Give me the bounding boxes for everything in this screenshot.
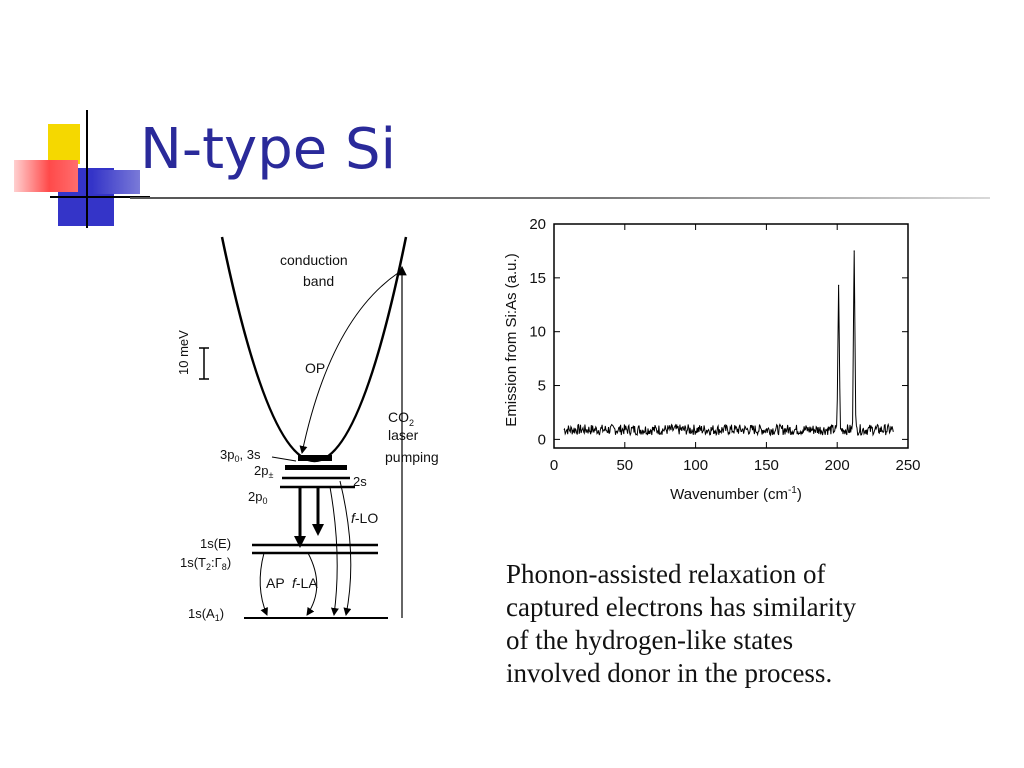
conduction-band-curve [220, 236, 408, 463]
caption: Phonon-assisted relaxation of captured e… [506, 558, 976, 690]
op-label: OP [305, 360, 325, 376]
level-2ppm-label: 2p± [254, 463, 273, 480]
caption-line: of the hydrogen-like states [506, 624, 794, 655]
red-bar [14, 160, 78, 192]
caption-line: involved donor in the process. [506, 657, 833, 688]
level-2ppm [285, 465, 347, 470]
flo-label: f-LO [351, 510, 378, 526]
flo-arrow-1 [329, 486, 339, 616]
plot-frame [553, 223, 909, 449]
pumping-label: pumping [385, 449, 439, 465]
y-tick-label: 20 [529, 216, 546, 233]
fla-arrow [306, 552, 318, 616]
level-1s-t2-label: 1s(T2:Γ8) [180, 555, 231, 572]
y-tick-label: 15 [529, 270, 546, 287]
scale-label: 10 meV [176, 330, 191, 375]
x-tick-label: 50 [616, 457, 633, 474]
ap-label: AP [266, 575, 285, 591]
x-tick-label: 100 [683, 457, 708, 474]
emission-chart: 0 50 100 150 200 250 0 5 10 15 20 Wavenumber (cm-1… [503, 216, 921, 503]
caption-line: Phonon-assisted relaxation of [506, 559, 826, 589]
op-arrow [299, 272, 399, 454]
x-tick-label: 200 [825, 457, 850, 474]
x-tick-label: 150 [754, 457, 779, 474]
chart-xlabel: Wavenumber (cm-1) [670, 485, 802, 503]
caption-line: captured electrons has similarity [506, 591, 857, 622]
level-1s-a1-label: 1s(A1) [188, 606, 224, 623]
y-tick-label: 0 [538, 431, 546, 448]
level-2p0-label: 2p0 [248, 489, 267, 506]
level-3p-leader [271, 456, 297, 462]
laser-label: laser [388, 427, 419, 443]
x-tick-label: 0 [550, 457, 558, 474]
y-tick-label: 10 [529, 324, 546, 341]
fla-label: f-LA [292, 575, 318, 591]
x-tick-label: 250 [895, 457, 920, 474]
y-tick-label: 5 [538, 378, 546, 395]
title-underline [130, 197, 990, 199]
energy-level-diagram: 10 meV conduction band OP CO2 laser pump… [176, 236, 439, 623]
level-3p0-3s [298, 455, 332, 461]
level-1s-e-label: 1s(E) [200, 536, 231, 551]
emission-series-line [563, 250, 894, 437]
conduction-label: conduction [280, 252, 348, 268]
blue-fade-bar [92, 170, 140, 194]
level-2s-label: 2s [353, 474, 367, 489]
yellow-square [48, 124, 80, 164]
band-label: band [303, 273, 334, 289]
ap-arrow [259, 552, 268, 616]
corner-decoration [14, 110, 150, 228]
chart-ylabel: Emission from Si:As (a.u.) [503, 253, 520, 426]
page-title: N-type Si [140, 117, 397, 182]
level-3p-label: 3p0, 3s [220, 447, 261, 464]
co2-label: CO2 [388, 409, 414, 428]
flo-arrow-2 [339, 480, 352, 616]
